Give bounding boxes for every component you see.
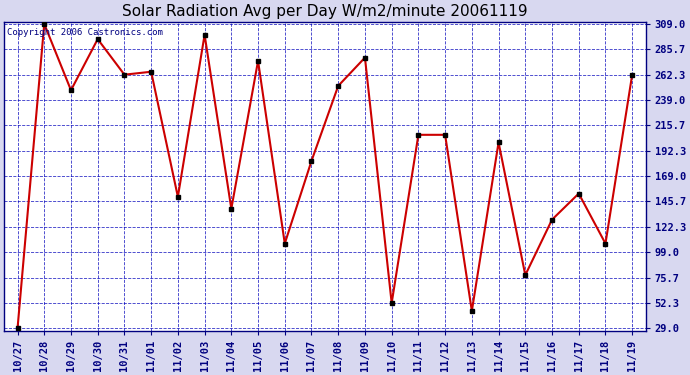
Title: Solar Radiation Avg per Day W/m2/minute 20061119: Solar Radiation Avg per Day W/m2/minute … [122,4,528,19]
Text: Copyright 2006 Castronics.com: Copyright 2006 Castronics.com [8,28,164,37]
